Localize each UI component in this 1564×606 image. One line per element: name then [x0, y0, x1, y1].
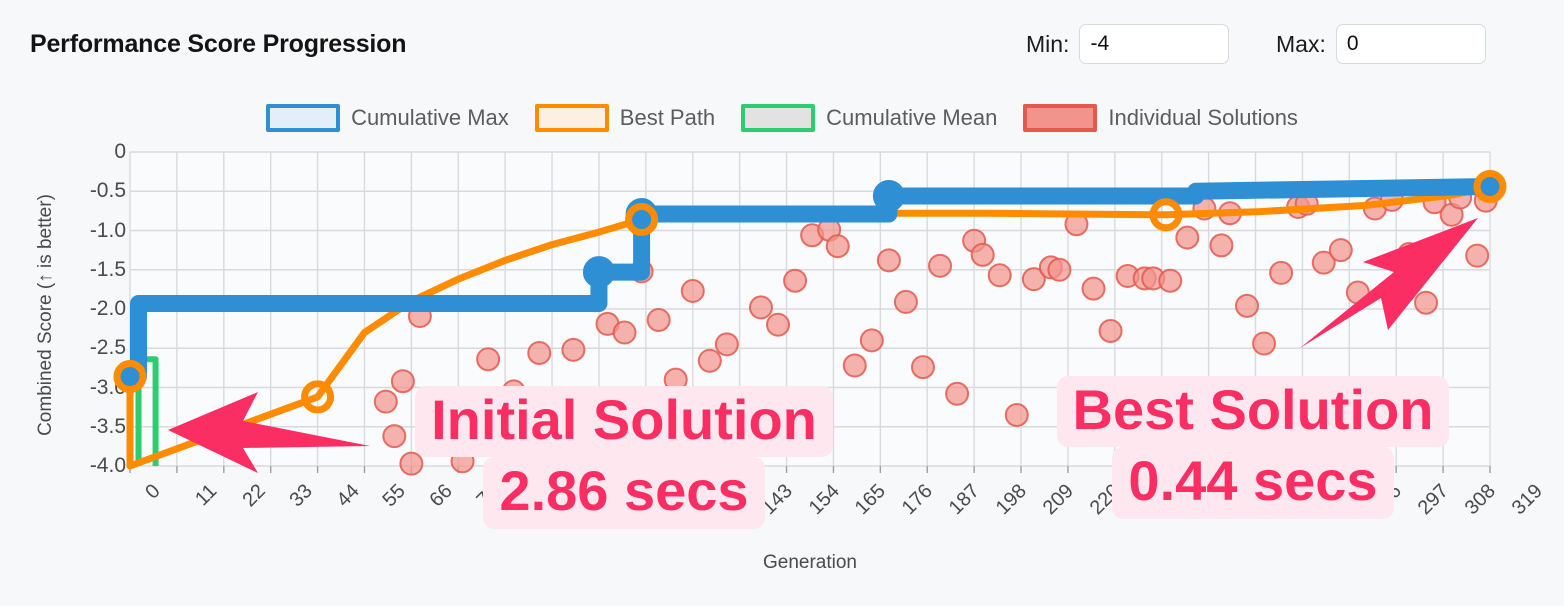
chart-legend: Cumulative Max Best Path Cumulative Mean… [0, 104, 1564, 132]
legend-item-best-path[interactable]: Best Path [534, 104, 716, 132]
y-tick-label: 0 [114, 140, 126, 163]
legend-swatch-cumulative-max [266, 104, 341, 132]
legend-swatch-best-path [534, 104, 609, 132]
y-tick-label: -2.0 [89, 297, 126, 320]
annotation-best-title: Best Solution [1056, 376, 1450, 448]
legend-swatch-individual-solutions [1023, 104, 1098, 132]
min-range-control: Min: [1026, 24, 1230, 64]
line-series-cumulative-mean [135, 356, 159, 466]
series-markers [113, 170, 1507, 414]
legend-label-individual-solutions: Individual Solutions [1108, 105, 1298, 130]
y-tick-label: -2.5 [89, 336, 126, 360]
y-tick-label: -0.5 [89, 179, 126, 203]
max-range-control: Max: [1276, 24, 1486, 64]
y-tick-label: -3.5 [89, 414, 126, 438]
annotation-initial-solution: Initial Solution 2.86 secs [368, 386, 880, 529]
max-label: Max: [1276, 30, 1326, 57]
annotation-best-value: 0.44 secs [1112, 447, 1394, 519]
annotation-initial-title: Initial Solution [415, 386, 833, 458]
legend-label-best-path: Best Path [619, 105, 716, 130]
legend-label-cumulative-max: Cumulative Max [351, 105, 509, 130]
legend-item-cumulative-mean[interactable]: Cumulative Mean [741, 104, 997, 132]
legend-item-individual-solutions[interactable]: Individual Solutions [1023, 104, 1298, 132]
annotation-arrows [168, 218, 1478, 473]
min-input[interactable] [1079, 24, 1230, 64]
x-axis-title: Generation [762, 552, 857, 573]
page-title: Performance Score Progression [30, 30, 407, 58]
step-series-cumulative-max [121, 178, 1499, 386]
legend-swatch-cumulative-mean [741, 104, 816, 132]
legend-item-cumulative-max[interactable]: Cumulative Max [266, 104, 509, 132]
min-label: Min: [1026, 30, 1070, 57]
annotation-initial-value: 2.86 secs [483, 457, 765, 529]
y-tick-label: -4.0 [89, 454, 126, 477]
annotation-best-solution: Best Solution 0.44 secs [1012, 376, 1494, 519]
chart-header: Performance Score Progression Min: Max: [0, 0, 1564, 92]
arrow-initial-solution [168, 392, 370, 473]
y-tick-label: -1.5 [89, 257, 126, 281]
max-input[interactable] [1335, 24, 1486, 64]
arrow-best-solution [1300, 218, 1478, 348]
legend-label-cumulative-mean: Cumulative Mean [826, 105, 998, 130]
y-tick-label: -1.0 [89, 218, 126, 242]
